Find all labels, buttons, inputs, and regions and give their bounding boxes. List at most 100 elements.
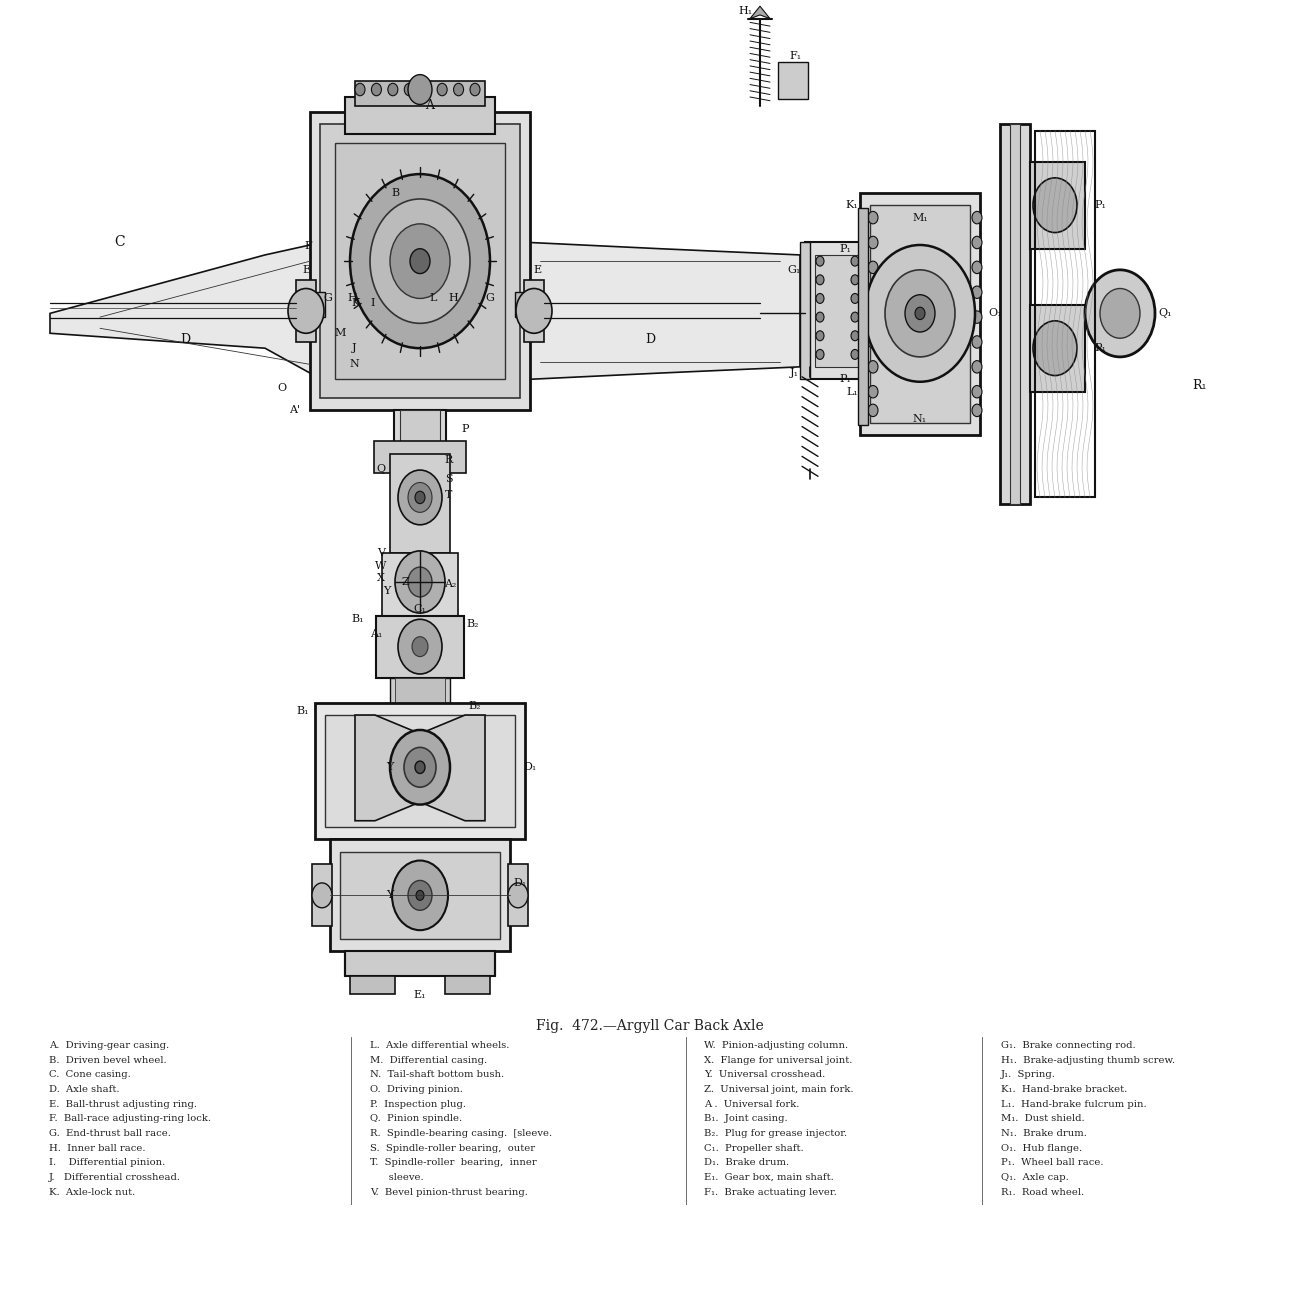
Text: A: A bbox=[425, 99, 434, 112]
Text: C₁.  Propeller shaft.: C₁. Propeller shaft. bbox=[705, 1143, 803, 1152]
Text: J.   Differential crosshead.: J. Differential crosshead. bbox=[48, 1173, 181, 1182]
Bar bbox=[445, 976, 490, 994]
Text: D₁: D₁ bbox=[524, 763, 537, 773]
Text: D₁.  Brake drum.: D₁. Brake drum. bbox=[705, 1159, 789, 1168]
Text: N₁: N₁ bbox=[913, 414, 927, 423]
Text: M: M bbox=[334, 329, 346, 338]
Circle shape bbox=[390, 223, 450, 299]
Text: V: V bbox=[377, 548, 385, 559]
Text: Y: Y bbox=[386, 763, 394, 773]
Bar bbox=[355, 81, 485, 105]
Text: Q: Q bbox=[377, 464, 386, 474]
Bar bbox=[1030, 305, 1086, 392]
Polygon shape bbox=[750, 6, 770, 18]
Circle shape bbox=[915, 307, 926, 320]
Text: V.  Bevel pinion-thrust bearing.: V. Bevel pinion-thrust bearing. bbox=[370, 1187, 528, 1196]
Text: A₁: A₁ bbox=[369, 629, 382, 639]
Circle shape bbox=[972, 236, 982, 248]
Text: D₁: D₁ bbox=[514, 878, 526, 889]
Text: B₂: B₂ bbox=[469, 701, 481, 712]
Text: K₁: K₁ bbox=[845, 200, 858, 210]
Bar bbox=[395, 678, 445, 703]
Text: K: K bbox=[352, 299, 360, 308]
Bar bbox=[800, 243, 810, 379]
Text: K₁.  Hand-brake bracket.: K₁. Hand-brake bracket. bbox=[1001, 1085, 1127, 1094]
Text: G: G bbox=[324, 294, 333, 304]
Bar bbox=[1030, 161, 1086, 248]
Circle shape bbox=[868, 310, 878, 323]
Circle shape bbox=[370, 199, 471, 323]
Text: alamy: alamy bbox=[8, 1231, 148, 1273]
Circle shape bbox=[885, 270, 956, 357]
Bar bbox=[335, 143, 504, 379]
Circle shape bbox=[868, 212, 878, 223]
Text: F.  Ball-race adjusting-ring lock.: F. Ball-race adjusting-ring lock. bbox=[48, 1115, 211, 1124]
Text: H₁.  Brake-adjusting thumb screw.: H₁. Brake-adjusting thumb screw. bbox=[1001, 1056, 1175, 1065]
Text: R: R bbox=[445, 455, 454, 465]
Text: B.  Driven bevel wheel.: B. Driven bevel wheel. bbox=[48, 1056, 166, 1065]
Circle shape bbox=[289, 288, 324, 334]
Circle shape bbox=[1086, 270, 1154, 357]
Bar bbox=[524, 279, 543, 342]
Circle shape bbox=[972, 212, 982, 223]
Text: P.  Inspection plug.: P. Inspection plug. bbox=[370, 1100, 467, 1108]
Text: O: O bbox=[277, 383, 286, 394]
Text: H: H bbox=[347, 294, 358, 304]
Text: W.  Pinion-adjusting column.: W. Pinion-adjusting column. bbox=[705, 1040, 849, 1050]
Circle shape bbox=[404, 747, 436, 787]
Text: M₁: M₁ bbox=[913, 213, 928, 222]
Polygon shape bbox=[49, 243, 330, 379]
Bar bbox=[861, 192, 980, 435]
Circle shape bbox=[852, 312, 859, 322]
Circle shape bbox=[312, 883, 332, 908]
Bar bbox=[309, 292, 325, 317]
Polygon shape bbox=[355, 714, 485, 821]
Circle shape bbox=[410, 248, 430, 274]
Circle shape bbox=[355, 83, 365, 96]
Circle shape bbox=[350, 174, 490, 348]
Text: L.  Axle differential wheels.: L. Axle differential wheels. bbox=[370, 1040, 510, 1050]
Text: R.  Spindle-bearing casing.  [sleeve.: R. Spindle-bearing casing. [sleeve. bbox=[370, 1129, 552, 1138]
Bar bbox=[344, 97, 495, 134]
Text: Image ID: A8XC9Y: Image ID: A8XC9Y bbox=[1087, 1231, 1201, 1244]
Circle shape bbox=[972, 286, 982, 299]
Circle shape bbox=[972, 404, 982, 417]
Bar bbox=[320, 125, 520, 397]
Bar bbox=[312, 864, 332, 926]
Bar bbox=[390, 678, 450, 703]
Text: Fig.  472.—Argyll Car Back Axle: Fig. 472.—Argyll Car Back Axle bbox=[536, 1020, 764, 1033]
Text: B₂.  Plug for grease injector.: B₂. Plug for grease injector. bbox=[705, 1129, 848, 1138]
Circle shape bbox=[408, 74, 432, 104]
Text: H.  Inner ball race.: H. Inner ball race. bbox=[48, 1143, 146, 1152]
Text: X.  Flange for universal joint.: X. Flange for universal joint. bbox=[705, 1056, 853, 1065]
Text: O₁.  Hub flange.: O₁. Hub flange. bbox=[1001, 1143, 1082, 1152]
Text: R₁: R₁ bbox=[1193, 379, 1208, 392]
Bar bbox=[330, 839, 510, 951]
Text: P: P bbox=[462, 423, 469, 434]
Text: Z.  Universal joint, main fork.: Z. Universal joint, main fork. bbox=[705, 1085, 854, 1094]
Text: Y: Y bbox=[386, 890, 394, 900]
Circle shape bbox=[398, 620, 442, 674]
Bar bbox=[515, 292, 530, 317]
Circle shape bbox=[516, 288, 552, 334]
Text: C: C bbox=[114, 235, 125, 249]
Text: L₁: L₁ bbox=[846, 387, 858, 396]
Text: F: F bbox=[304, 242, 312, 251]
Circle shape bbox=[372, 83, 381, 96]
Circle shape bbox=[1034, 321, 1076, 375]
Circle shape bbox=[421, 83, 430, 96]
Bar bbox=[350, 976, 395, 994]
Circle shape bbox=[852, 331, 859, 340]
Text: J₁.  Spring.: J₁. Spring. bbox=[1001, 1070, 1056, 1079]
Text: G₁: G₁ bbox=[788, 265, 801, 275]
Text: E₁.  Gear box, main shaft.: E₁. Gear box, main shaft. bbox=[705, 1173, 835, 1182]
Circle shape bbox=[416, 890, 424, 900]
Circle shape bbox=[852, 294, 859, 304]
Text: Q₁.  Axle cap.: Q₁. Axle cap. bbox=[1001, 1173, 1069, 1182]
Circle shape bbox=[852, 256, 859, 266]
Text: G: G bbox=[486, 294, 494, 304]
Bar bbox=[325, 714, 515, 827]
Text: F₁: F₁ bbox=[789, 51, 801, 61]
Text: www.alamy.com: www.alamy.com bbox=[1087, 1264, 1201, 1277]
Circle shape bbox=[868, 236, 878, 248]
